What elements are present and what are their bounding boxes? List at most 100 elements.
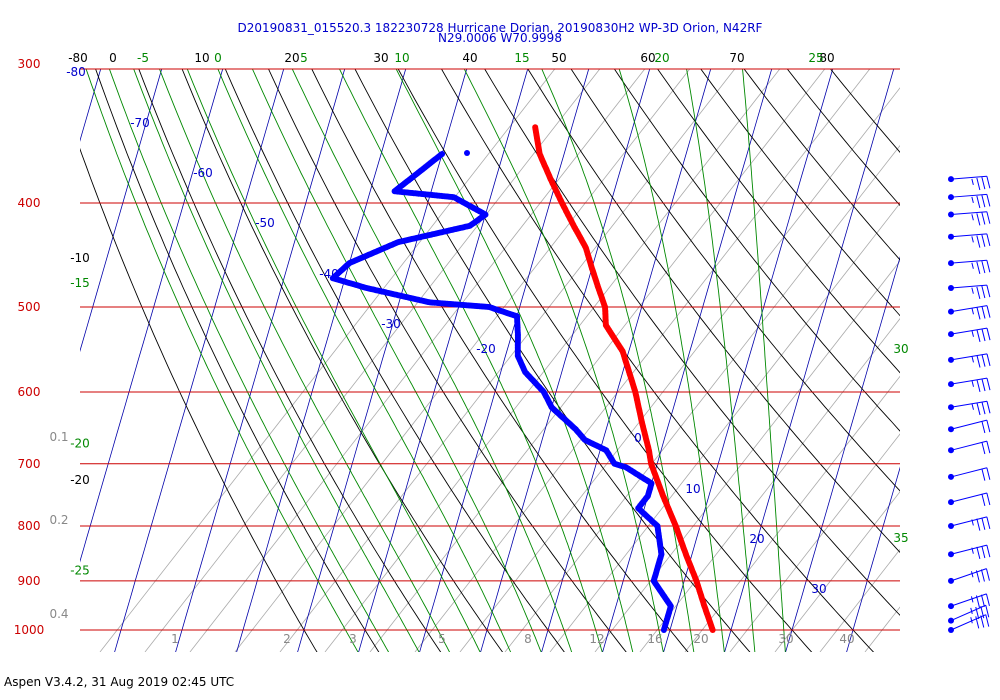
wind-barb-flag	[981, 468, 986, 481]
wind-barb-flag	[981, 212, 986, 225]
top-temp-label: 0	[109, 51, 117, 65]
wind-barb-flag	[971, 196, 974, 203]
wind-barb-flag	[981, 420, 986, 434]
moist-adiabat-line	[742, 69, 786, 652]
dry-adiabat-line	[657, 69, 900, 374]
wind-barb-staff	[950, 492, 987, 503]
dry-adiabat-line	[570, 69, 900, 492]
mixing-ratio-label: 8	[524, 632, 532, 646]
mixing-ratio-line	[864, 606, 900, 652]
wind-barb-flag	[971, 262, 974, 269]
chart-subtitle: N29.0006 W70.9998	[438, 31, 562, 45]
dewpoint-point	[660, 627, 667, 633]
wind-barb-station	[948, 233, 954, 240]
grid-lines	[80, 69, 900, 652]
moist-adiabat-line	[395, 69, 634, 652]
isotherm-label: 10	[685, 482, 700, 496]
top-temp-label: 70	[729, 51, 744, 65]
wind-barb-flag	[970, 617, 973, 624]
wind-barb-station	[948, 447, 954, 454]
wind-barb-flag	[985, 568, 990, 581]
wind-barb-staff	[950, 233, 987, 238]
wind-barb-staff	[950, 193, 987, 198]
isotherm-line	[785, 256, 900, 652]
wind-barb-station	[948, 426, 954, 433]
wind-barb-flag	[986, 378, 991, 391]
moist-adiabat-line	[251, 69, 542, 652]
moist-adiabat-line	[338, 69, 603, 652]
isotherm-label: -20	[476, 342, 496, 356]
wind-barb-flag	[971, 236, 974, 243]
wind-barb-flag	[986, 492, 991, 506]
wind-barb-flag	[986, 353, 991, 366]
wind-barb-staff	[950, 175, 987, 180]
wind-barb-flag	[986, 233, 991, 247]
isotherm-line	[236, 69, 407, 652]
wind-barb-flag	[976, 518, 981, 531]
wind-barb-station	[948, 473, 954, 480]
moist-adiabat-line	[159, 69, 451, 652]
wind-barb	[948, 353, 991, 368]
mixing-ratio-line	[819, 548, 900, 652]
wind-barb-flag	[986, 305, 991, 318]
wind-barb-station	[948, 176, 954, 183]
wind-barb-staff	[950, 604, 986, 622]
top-moist-label: -5	[137, 51, 149, 65]
mixing-ratio-label: 5	[438, 632, 446, 646]
wind-barb-flag	[976, 235, 981, 248]
wind-barb-flag	[986, 401, 991, 414]
dry-adiabat-line	[311, 69, 689, 652]
dry-adiabat-line	[440, 69, 875, 652]
pressure-label-300: 300	[18, 57, 41, 71]
wind-barb-flag	[970, 607, 973, 614]
wind-barb-station	[948, 627, 954, 633]
wind-barb-flag	[976, 379, 981, 392]
mixing-ratio-line	[279, 69, 736, 652]
wind-barb-flag	[981, 306, 986, 319]
wind-barb-station	[948, 499, 954, 506]
wind-barb-station	[948, 603, 954, 610]
wind-barb	[948, 284, 991, 299]
mixing-ratio-line	[189, 69, 646, 652]
dry-adiabat-line	[181, 69, 504, 652]
wind-barb	[948, 327, 991, 342]
wind-barb	[948, 544, 991, 559]
wind-barb	[948, 305, 991, 320]
wind-barb-staff	[950, 467, 987, 478]
top-temp-label: 60	[640, 51, 655, 65]
wind-barb-station	[948, 356, 954, 363]
mixing-ratio-label: 12	[589, 632, 604, 646]
mixing-ratio-label: 0.2	[49, 513, 68, 527]
wind-barb-flag	[976, 546, 981, 559]
wind-barb-staff	[950, 327, 988, 335]
wind-barb-flag	[981, 285, 986, 299]
top-moist-label: 20	[654, 51, 669, 65]
wind-barb-flag	[971, 214, 974, 221]
wind-barb	[948, 259, 991, 275]
pressure-label-700: 700	[18, 457, 41, 471]
wind-barb	[948, 467, 991, 481]
wind-barb-staff	[950, 259, 987, 264]
wind-barb-flag	[981, 493, 986, 506]
isotherm-label: 30	[811, 582, 826, 596]
chart-title: D20190831_015520.3 182230728 Hurricane D…	[237, 21, 763, 35]
wind-barb-staff	[950, 305, 988, 313]
wind-barb-flag	[976, 402, 981, 416]
wind-barb	[948, 614, 990, 633]
moist-adiabat-line	[217, 69, 512, 652]
moist-adiabat-line	[463, 69, 664, 652]
wind-barb-staff	[950, 568, 987, 582]
moist-adiabat-line	[108, 69, 390, 652]
isotherm-line	[80, 69, 163, 353]
wind-barb-staff	[950, 614, 986, 631]
dry-adiabat-line	[138, 69, 442, 652]
mixing-ratio-label: 0.1	[49, 430, 68, 444]
wind-barb-station	[948, 211, 954, 218]
wind-barb-staff	[950, 211, 987, 216]
wind-barb-flag	[975, 606, 980, 620]
wind-barb	[948, 568, 990, 584]
wind-barb-flag	[981, 260, 986, 274]
moist-adiabat-line	[85, 69, 359, 652]
top-temp-label: -80	[68, 51, 88, 65]
wind-barb-staff	[950, 353, 988, 361]
